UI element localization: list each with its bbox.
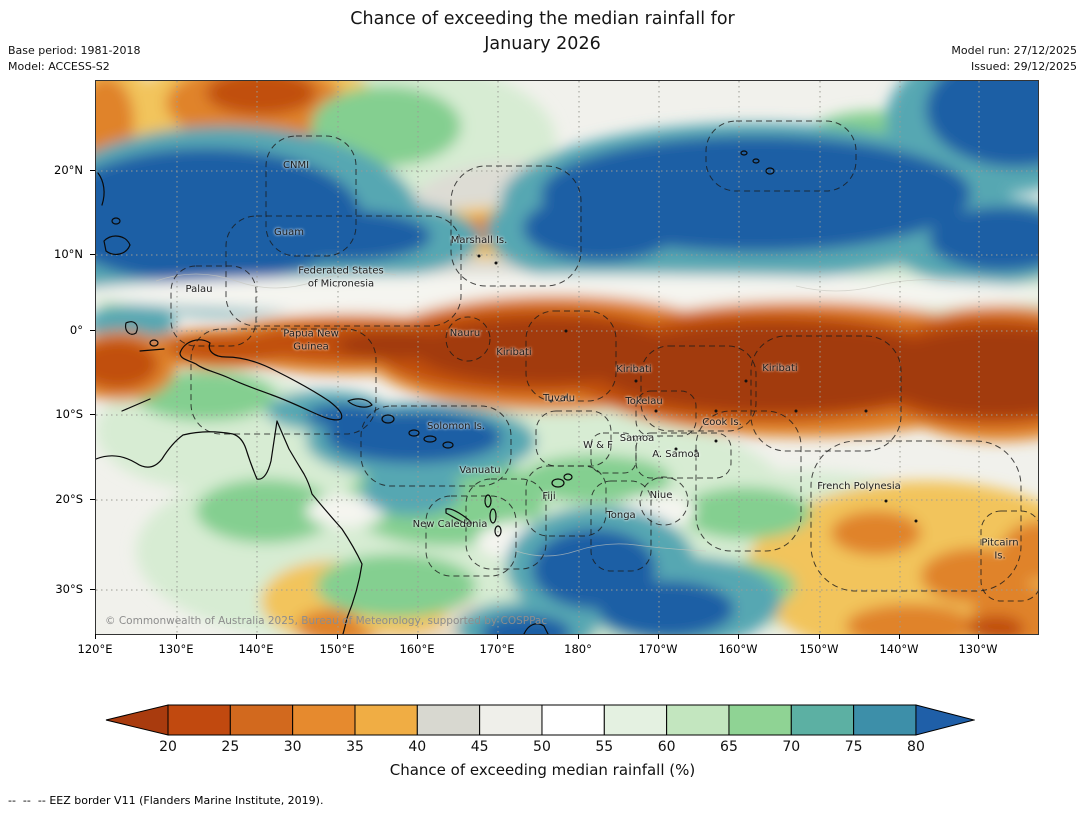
x-tick-mark: [978, 634, 979, 639]
eez-borders: [170, 120, 1038, 602]
colorbar-tick-label: 60: [657, 739, 676, 755]
copyright-text: © Commonwealth of Australia 2025, Bureau…: [105, 615, 548, 627]
colorbar-segment: [416, 704, 481, 736]
colorbar-tick-label: 30: [283, 739, 302, 755]
y-tick-mark: [90, 414, 95, 415]
colorbar-arrow-left: [105, 704, 169, 736]
base-period-text: Base period: 1981-2018: [8, 44, 141, 57]
y-tick-label: 30°S: [55, 582, 83, 596]
colorbar-segment: [229, 704, 294, 736]
y-tick-mark: [90, 589, 95, 590]
x-tick-mark: [176, 634, 177, 639]
x-tick-mark: [95, 634, 96, 639]
colorbar-tick-label: 55: [595, 739, 614, 755]
colorbar-segment: [790, 704, 855, 736]
y-tick-label: 20°S: [55, 492, 83, 506]
contour-lines: [155, 271, 957, 557]
y-tick-label: 10°S: [55, 407, 83, 421]
x-tick-mark: [819, 634, 820, 639]
colorbar-tick-label: 25: [221, 739, 240, 755]
colorbar-segment: [728, 704, 792, 736]
x-tick-label: 120°E: [77, 642, 113, 656]
x-tick-mark: [256, 634, 257, 639]
colorbar-title: Chance of exceeding median rainfall (%): [389, 761, 696, 779]
island-dots: [477, 254, 918, 523]
x-tick-label: 130°W: [958, 642, 998, 656]
colorbar-tick-label: 40: [408, 739, 427, 755]
colorbar-segment: [666, 704, 730, 736]
title-line-2: January 2026: [484, 34, 601, 54]
colorbar-segment: [603, 704, 668, 736]
y-tick-label: 10°N: [54, 247, 83, 261]
colorbar-tick-label: 45: [470, 739, 489, 755]
map-area: CNMI Guam Marshall Is. Federated States of …: [95, 80, 1039, 635]
y-tick-mark: [90, 170, 95, 171]
x-tick-mark: [658, 634, 659, 639]
run-metadata-left: Base period: 1981-2018 Model: ACCESS-S2: [8, 43, 140, 75]
colorbar-segment: [167, 704, 231, 736]
colorbar-ticks: 20 25 30 35 40 45 50 55 60 65 70 75 80: [105, 739, 975, 759]
colorbar-tick-label: 70: [782, 739, 801, 755]
eez-footnote: -- -- -- EEZ border V11 (Flanders Marine…: [8, 794, 323, 807]
x-tick-label: 180°: [564, 642, 592, 656]
x-tick-label: 170°W: [638, 642, 678, 656]
x-tick-label: 170°E: [479, 642, 515, 656]
colorbar-tick-label: 35: [346, 739, 364, 755]
colorbar-tick-label: 80: [907, 739, 925, 755]
x-tick-mark: [899, 634, 900, 639]
run-metadata-right: Model run: 27/12/2025 Issued: 29/12/2025: [951, 43, 1077, 75]
colorbar-arrow-right: [915, 704, 975, 736]
colorbar-segment: [292, 704, 356, 736]
x-tick-mark: [578, 634, 579, 639]
colorbar: [105, 704, 975, 736]
x-tick-mark: [417, 634, 418, 639]
eez-footnote-text: EEZ border V11 (Flanders Marine Institut…: [49, 794, 324, 807]
x-tick-label: 140°W: [879, 642, 919, 656]
x-tick-mark: [738, 634, 739, 639]
y-tick-mark: [90, 254, 95, 255]
colorbar-tick-label: 20: [159, 739, 177, 755]
colorbar-tick-label: 75: [844, 739, 863, 755]
x-tick-label: 150°W: [799, 642, 839, 656]
grid-lines: [96, 81, 1038, 634]
model-text: Model: ACCESS-S2: [8, 60, 110, 73]
x-tick-label: 160°E: [399, 642, 435, 656]
model-run-text: Model run: 27/12/2025: [951, 44, 1077, 57]
x-tick-label: 140°E: [238, 642, 274, 656]
colorbar-tick-label: 50: [533, 739, 551, 755]
coastlines: [96, 150, 775, 634]
colorbar-segment: [541, 704, 605, 736]
x-tick-mark: [497, 634, 498, 639]
colorbar-segment: [479, 704, 543, 736]
colorbar-segment: [354, 704, 418, 736]
x-tick-label: 160°W: [718, 642, 758, 656]
y-axis: 20°N 10°N 0° 10°S 20°S 30°S: [38, 80, 95, 634]
colorbar-segment: [853, 704, 917, 736]
y-tick-mark: [90, 330, 95, 331]
x-tick-mark: [337, 634, 338, 639]
map-svg: [96, 81, 1038, 634]
colorbar-tick-label: 65: [720, 739, 738, 755]
issued-text: Issued: 29/12/2025: [970, 60, 1077, 73]
x-tick-label: 130°E: [158, 642, 194, 656]
x-axis: 120°E 130°E 140°E 150°E 160°E 170°E 180° 170°W 1…: [78, 634, 1039, 660]
y-tick-mark: [90, 499, 95, 500]
title-line-1: Chance of exceeding the median rainfall …: [350, 9, 735, 29]
y-tick-label: 0°: [69, 323, 83, 337]
y-tick-label: 20°N: [54, 163, 83, 177]
page-title: Chance of exceeding the median rainfall …: [0, 7, 1085, 57]
eez-dash-sample: -- -- --: [8, 794, 50, 807]
x-tick-label: 150°E: [319, 642, 355, 656]
